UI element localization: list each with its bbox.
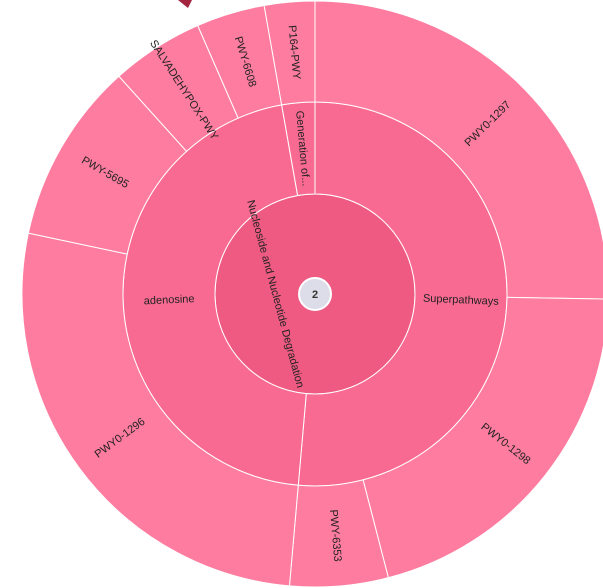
segment-label: Superpathways [423, 293, 500, 308]
center-badge[interactable] [298, 277, 332, 311]
leaf-segment[interactable] [362, 296, 603, 579]
segment-label: PWY-6353 [327, 509, 343, 562]
leaf-segment[interactable] [314, 0, 603, 300]
segment-label: P164-PWY [286, 25, 303, 81]
rings [21, 0, 603, 588]
pointer-marker [178, 0, 192, 8]
leaf-segment[interactable] [263, 0, 316, 106]
badge-label: 2 [312, 289, 318, 301]
leaf-segment[interactable] [21, 232, 299, 587]
segment-label: adenosine [144, 293, 195, 307]
